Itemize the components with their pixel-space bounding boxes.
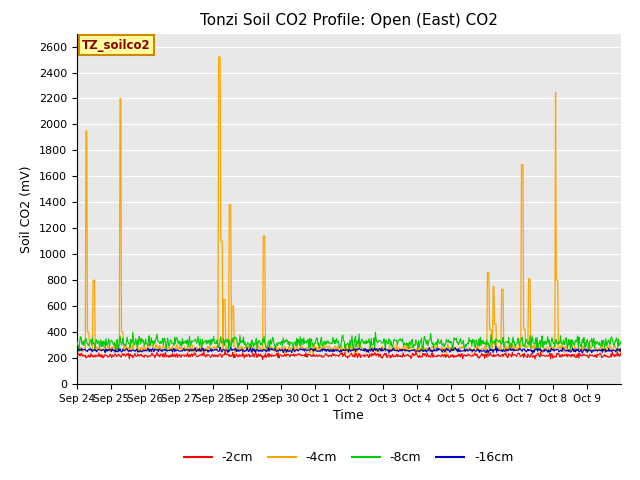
Text: TZ_soilco2: TZ_soilco2: [82, 39, 151, 52]
Title: Tonzi Soil CO2 Profile: Open (East) CO2: Tonzi Soil CO2 Profile: Open (East) CO2: [200, 13, 498, 28]
Y-axis label: Soil CO2 (mV): Soil CO2 (mV): [20, 165, 33, 252]
Legend: -2cm, -4cm, -8cm, -16cm: -2cm, -4cm, -8cm, -16cm: [179, 446, 518, 469]
X-axis label: Time: Time: [333, 409, 364, 422]
